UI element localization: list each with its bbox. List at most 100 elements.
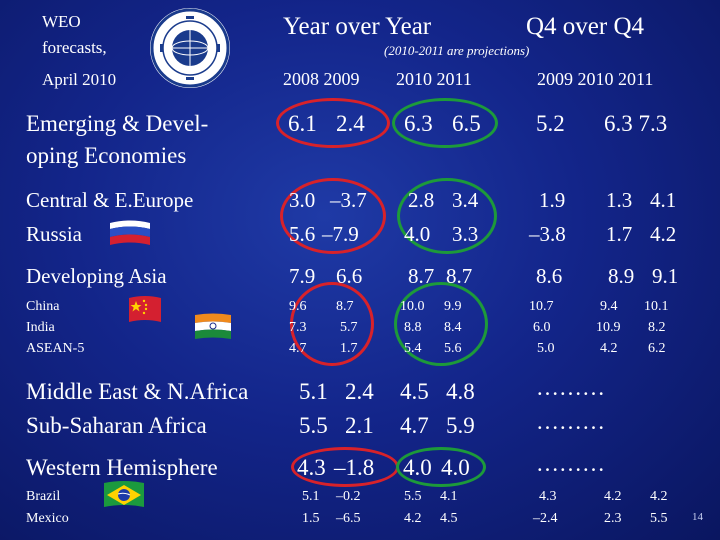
brazil-2011: 4.1 xyxy=(440,489,458,504)
dev-asia-label: Developing Asia xyxy=(26,264,167,288)
asia-sub-2008-china: 9.6 xyxy=(289,299,307,314)
highlight-ring-west-proj xyxy=(396,447,486,487)
highlight-ring-asia-sub-proj xyxy=(394,282,488,366)
emerging-q4-2010-2011: 6.3 7.3 xyxy=(604,111,668,136)
emerging-2009: 2.4 xyxy=(336,111,365,136)
yoy-years-projected: 2010 2011 xyxy=(396,69,472,89)
russia-2009: –7.9 xyxy=(322,222,359,246)
asia-sub-2008-asean: 4.7 xyxy=(289,341,307,356)
q4-title: Q4 over Q4 xyxy=(526,13,645,40)
asia-sub-q4-2010-china: 9.4 xyxy=(600,299,618,314)
weo-label-line1: WEO xyxy=(42,12,81,31)
brazil-q4-2011: 4.2 xyxy=(650,489,668,504)
slide-number: 14 xyxy=(692,511,703,523)
china-flag-icon xyxy=(128,294,162,333)
west-2009: –1.8 xyxy=(334,455,375,480)
asia-sub-2010-india: 8.8 xyxy=(404,320,422,335)
brazil-2009: –0.2 xyxy=(336,489,361,504)
mexico-2010: 4.2 xyxy=(404,511,422,526)
ce-europe-q4-2010: 1.3 xyxy=(606,188,633,212)
highlight-ring-asia-sub xyxy=(290,282,374,366)
russia-flag-icon xyxy=(108,219,152,254)
brazil-flag-icon xyxy=(102,479,146,516)
asia-sub-2009-asean: 1.7 xyxy=(340,341,358,356)
asia-sub-q4-2009-asean: 5.0 xyxy=(537,341,555,356)
india-label: India xyxy=(26,320,55,335)
ssa-2008: 5.5 xyxy=(299,413,328,438)
asia-sub-q4-2009-india: 6.0 xyxy=(533,320,551,335)
ce-europe-q4-2009: 1.9 xyxy=(539,188,566,212)
mexico-2011: 4.5 xyxy=(440,511,458,526)
russia-2011: 3.3 xyxy=(452,222,479,246)
mexico-q4-2010: 2.3 xyxy=(604,511,622,526)
mena-2011: 4.8 xyxy=(446,379,475,404)
china-label: China xyxy=(26,299,60,314)
imf-seal-icon xyxy=(150,8,230,88)
russia-2008: 5.6 xyxy=(289,222,316,246)
asean-label: ASEAN-5 xyxy=(26,341,85,356)
mena-label: Middle East & N.Africa xyxy=(26,379,249,404)
dev-asia-2011: 8.7 xyxy=(446,264,473,288)
mena-2010: 4.5 xyxy=(400,379,429,404)
q4-years: 2009 2010 2011 xyxy=(537,69,654,89)
ce-europe-q4-2011: 4.1 xyxy=(650,188,677,212)
brazil-2010: 5.5 xyxy=(404,489,422,504)
mexico-q4-2011: 5.5 xyxy=(650,511,668,526)
asia-sub-2011-china: 9.9 xyxy=(444,299,462,314)
ce-europe-2008: 3.0 xyxy=(289,188,316,212)
mexico-2008: 1.5 xyxy=(302,511,320,526)
dev-asia-q4-2011: 9.1 xyxy=(652,264,679,288)
yoy-title: Year over Year xyxy=(283,13,432,40)
emerging-2008: 6.1 xyxy=(288,111,317,136)
west-2011: 4.0 xyxy=(441,455,470,480)
west-2010: 4.0 xyxy=(403,455,432,480)
emerging-label-line1: Emerging & Devel- xyxy=(26,111,209,136)
asia-sub-q4-2011-china: 10.1 xyxy=(644,299,669,314)
dev-asia-q4-2009: 8.6 xyxy=(536,264,563,288)
russia-2010: 4.0 xyxy=(404,222,431,246)
west-label: Western Hemisphere xyxy=(26,455,218,480)
brazil-q4-2009: 4.3 xyxy=(539,489,557,504)
mexico-2009: –6.5 xyxy=(336,511,361,526)
brazil-2008: 5.1 xyxy=(302,489,320,504)
ssa-2010: 4.7 xyxy=(400,413,429,438)
asia-sub-2010-china: 10.0 xyxy=(400,299,425,314)
asia-sub-q4-2010-asean: 4.2 xyxy=(600,341,618,356)
mena-2008: 5.1 xyxy=(299,379,328,404)
asia-sub-2009-china: 8.7 xyxy=(336,299,354,314)
weo-label-line3: April 2010 xyxy=(42,70,117,89)
brazil-label: Brazil xyxy=(26,489,61,504)
brazil-q4-2010: 4.2 xyxy=(604,489,622,504)
ce-europe-2009: –3.7 xyxy=(330,188,367,212)
dev-asia-q4-2010: 8.9 xyxy=(608,264,635,288)
mena-2009: 2.4 xyxy=(345,379,374,404)
highlight-ring-2010-2011 xyxy=(392,98,498,148)
russia-label: Russia xyxy=(26,222,83,246)
emerging-label-line2: oping Economies xyxy=(26,143,187,168)
mexico-q4-2009: –2.4 xyxy=(533,511,558,526)
asia-sub-2011-asean: 5.6 xyxy=(444,341,462,356)
asia-sub-q4-2009-china: 10.7 xyxy=(529,299,554,314)
ce-europe-label: Central & E.Europe xyxy=(26,188,194,212)
mexico-label: Mexico xyxy=(26,511,69,526)
asia-sub-q4-2011-india: 8.2 xyxy=(648,320,666,335)
dev-asia-2008: 7.9 xyxy=(289,264,316,288)
west-2008: 4.3 xyxy=(297,455,326,480)
asia-sub-2011-india: 8.4 xyxy=(444,320,462,335)
russia-q4-2009: –3.8 xyxy=(529,222,566,246)
dev-asia-2009: 6.6 xyxy=(336,264,363,288)
asia-sub-q4-2010-india: 10.9 xyxy=(596,320,621,335)
asia-sub-q4-2011-asean: 6.2 xyxy=(648,341,666,356)
highlight-ring-ce-europe xyxy=(280,178,386,254)
emerging-2010: 6.3 xyxy=(404,111,433,136)
projections-note: (2010-2011 are projections) xyxy=(384,43,530,58)
asia-sub-2009-india: 5.7 xyxy=(340,320,358,335)
emerging-q4-2009: 5.2 xyxy=(536,111,565,136)
weo-label-line2: forecasts, xyxy=(42,38,107,57)
asia-sub-2010-asean: 5.4 xyxy=(404,341,422,356)
dev-asia-2010: 8.7 xyxy=(408,264,435,288)
yoy-years: 2008 2009 xyxy=(283,69,360,89)
ce-europe-2010: 2.8 xyxy=(408,188,435,212)
ssa-label: Sub-Saharan Africa xyxy=(26,413,207,438)
highlight-ring-ce-europe-proj xyxy=(397,178,497,254)
